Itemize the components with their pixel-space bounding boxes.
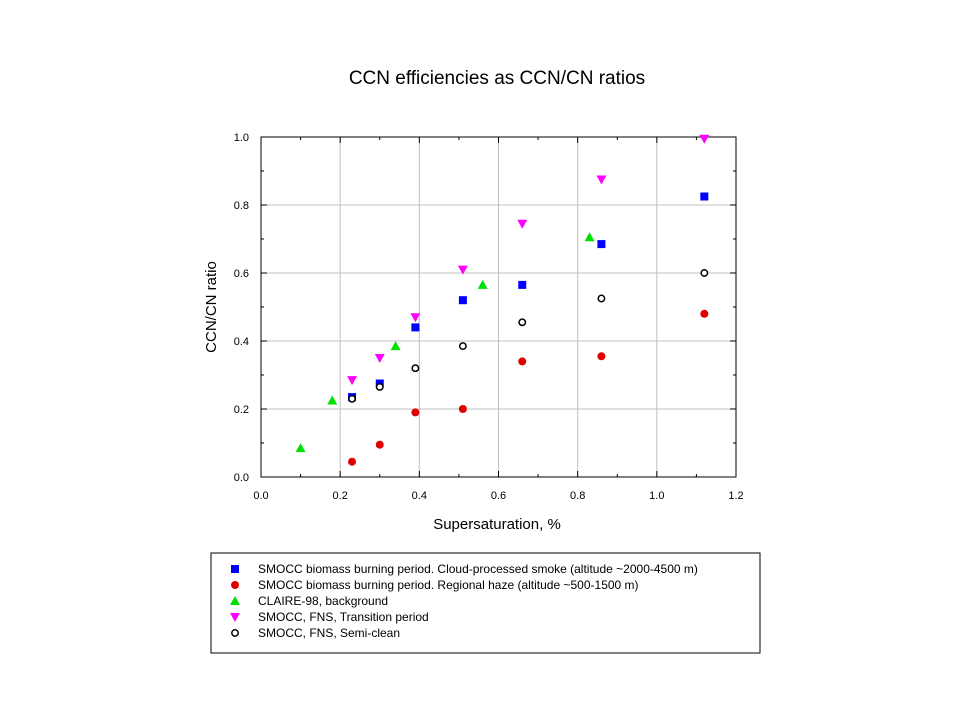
legend-label-2: SMOCC biomass burning period. Regional h… — [258, 578, 639, 592]
data-point-series-4 — [410, 313, 421, 323]
data-point-series-3 — [295, 443, 306, 453]
y-axis-tick-labels: 0.0 0.2 0.4 0.6 0.8 1.0 — [234, 132, 249, 484]
x-tick-label: 1.0 — [649, 490, 664, 502]
x-tick-label: 0.0 — [253, 490, 268, 502]
x-axis-title: Supersaturation, % — [433, 516, 561, 533]
x-tick-label: 0.4 — [412, 490, 427, 502]
legend-marker-1 — [231, 565, 239, 573]
data-point-series-4 — [596, 175, 607, 185]
data-point-series-2 — [375, 440, 384, 449]
x-tick-label: 0.2 — [333, 490, 348, 502]
y-tick-label: 1.0 — [234, 132, 249, 144]
legend-marker-3 — [230, 596, 240, 605]
y-tick-label: 0.2 — [234, 404, 249, 416]
data-point-series-2 — [348, 457, 357, 466]
data-point-series-5 — [518, 318, 527, 327]
legend-marker-5 — [231, 629, 239, 637]
data-point-series-5 — [458, 342, 467, 351]
data-point-series-1 — [518, 280, 527, 289]
legend-box — [210, 552, 761, 654]
data-points — [295, 134, 710, 466]
y-tick-label: 0.4 — [234, 336, 249, 348]
legend-label-4: SMOCC, FNS, Transition period — [258, 610, 429, 624]
y-tick-label: 0.0 — [234, 472, 249, 484]
data-point-series-3 — [327, 395, 338, 405]
axis-ticks — [260, 136, 737, 478]
data-point-series-5 — [700, 269, 709, 277]
data-point-series-1 — [597, 240, 606, 249]
legend-label-5: SMOCC, FNS, Semi-clean — [258, 626, 400, 640]
data-point-series-5 — [597, 294, 606, 303]
chart-title: CCN efficiencies as CCN/CN ratios — [349, 68, 645, 89]
y-axis-title: CCN/CN ratio — [203, 261, 220, 353]
legend-label-1: SMOCC biomass burning period. Cloud-proc… — [258, 562, 698, 576]
data-point-series-1 — [411, 323, 420, 332]
x-tick-label: 0.8 — [570, 490, 585, 502]
data-point-series-3 — [477, 279, 488, 289]
data-point-series-2 — [700, 309, 709, 318]
data-point-series-2 — [458, 405, 467, 413]
data-point-series-3 — [390, 341, 401, 351]
data-point-series-4 — [457, 265, 468, 275]
data-point-series-5 — [348, 394, 356, 403]
data-point-series-4 — [699, 134, 710, 144]
data-point-series-4 — [347, 376, 358, 386]
data-point-series-2 — [518, 357, 527, 366]
legend-marker-4 — [230, 613, 240, 622]
data-point-series-5 — [411, 364, 420, 373]
data-point-series-3 — [584, 232, 595, 242]
x-axis-tick-labels: 0.0 0.2 0.4 0.6 0.8 1.0 1.2 — [253, 490, 743, 502]
data-point-series-4 — [374, 354, 385, 363]
data-point-series-1 — [700, 192, 709, 201]
legend-label-3: CLAIRE-98, background — [258, 594, 388, 608]
y-tick-label: 0.8 — [234, 200, 249, 212]
x-tick-label: 1.2 — [728, 490, 743, 502]
x-tick-label: 0.6 — [491, 490, 506, 502]
data-point-series-5 — [375, 382, 384, 391]
data-point-series-1 — [458, 296, 467, 305]
legend: SMOCC biomass burning period. Cloud-proc… — [230, 562, 698, 640]
data-point-series-2 — [597, 352, 606, 361]
data-point-series-2 — [411, 408, 420, 417]
grid-lines — [261, 137, 736, 477]
y-tick-label: 0.6 — [234, 268, 249, 280]
legend-marker-2 — [231, 581, 239, 589]
data-point-series-4 — [517, 219, 528, 229]
